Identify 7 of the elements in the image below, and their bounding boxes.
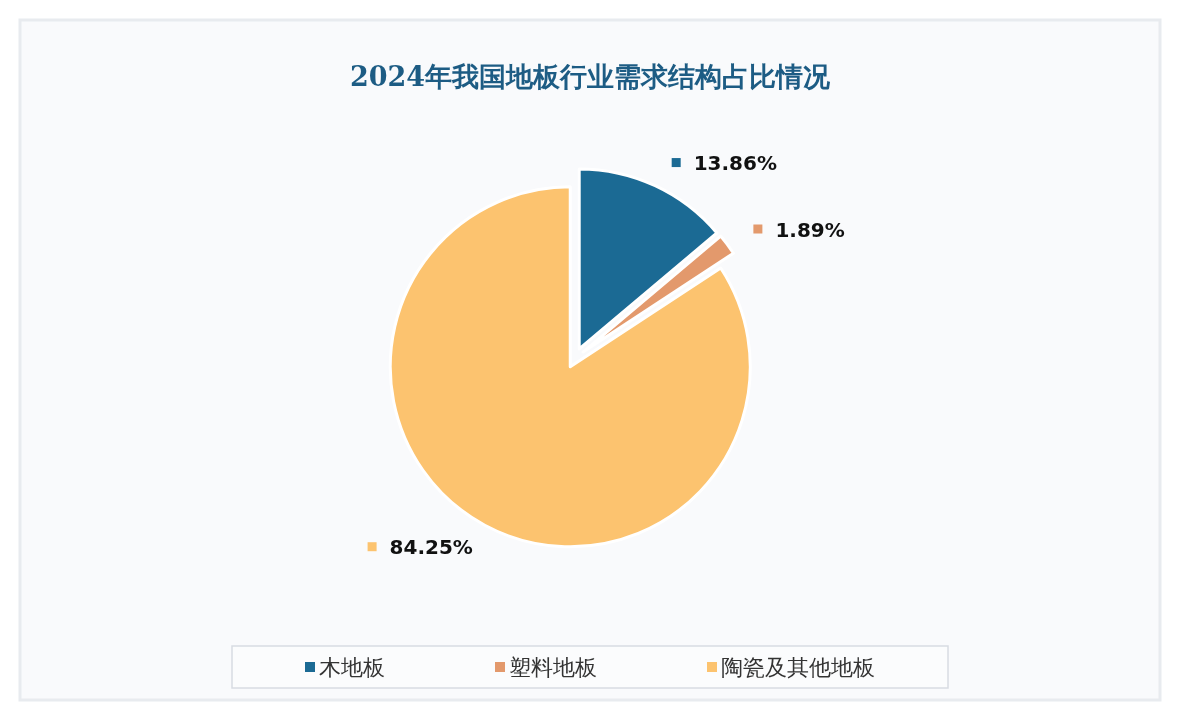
data-label: 1.89%: [775, 217, 845, 242]
chart-title: 2024年我国地板行业需求结构占比情况: [349, 61, 831, 92]
legend-label: 塑料地板: [509, 655, 597, 680]
data-label: 13.86%: [693, 151, 777, 176]
legend-label: 木地板: [319, 655, 385, 680]
data-label: 84.25%: [389, 535, 473, 560]
legend-label: 陶瓷及其他地板: [721, 655, 875, 680]
